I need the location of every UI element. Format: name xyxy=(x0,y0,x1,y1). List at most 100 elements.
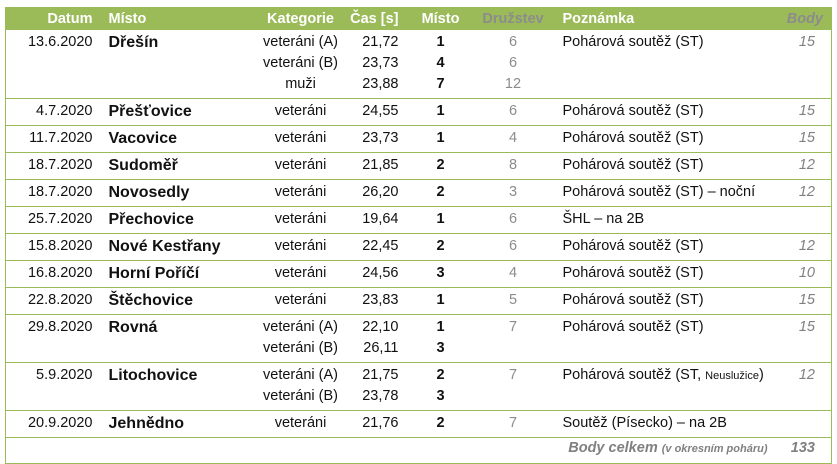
time: 26,20 xyxy=(362,184,399,200)
place: Horní Poříčí xyxy=(108,265,200,282)
category: veteráni xyxy=(274,103,327,119)
header-place: Místo xyxy=(100,7,236,30)
note: Pohárová soutěž (ST) xyxy=(562,319,704,335)
time-cell: 24,55 xyxy=(345,98,406,126)
time: 23,73 xyxy=(362,55,399,71)
category: veteráni xyxy=(274,265,327,281)
place: Rovná xyxy=(108,319,158,336)
category: veteráni (B) xyxy=(263,388,338,404)
note: Pohárová soutěž (ST, xyxy=(562,367,706,383)
time-cell: 22,45 xyxy=(345,233,406,261)
header-teams: Družstev xyxy=(475,7,551,30)
teams: 4 xyxy=(508,130,518,146)
points: 15 xyxy=(798,292,815,308)
points: 12 xyxy=(798,184,815,200)
time: 21,76 xyxy=(362,415,399,431)
rank-cell: 1 xyxy=(405,287,476,315)
teams-cell: 6 6 12 xyxy=(475,30,551,99)
date: 29.8.2020 xyxy=(27,319,93,335)
points: 15 xyxy=(798,34,815,50)
category-cell: veteráni xyxy=(235,233,346,261)
rank: 1 xyxy=(436,130,445,146)
time-cell: 26,20 xyxy=(345,179,406,207)
time: 22,45 xyxy=(362,238,399,254)
rank-cell: 3 xyxy=(405,260,476,288)
note: Pohárová soutěž (ST) xyxy=(562,238,704,254)
time-cell: 22,10 26,11 xyxy=(345,314,406,363)
rank: 1 xyxy=(436,34,445,50)
category-cell: veteráni (A) veteráni (B) xyxy=(235,314,346,363)
teams-cell: 6 xyxy=(475,206,551,234)
place: Vacovice xyxy=(108,130,178,147)
category: veteráni xyxy=(274,184,327,200)
rank-cell: 1 xyxy=(405,98,476,126)
teams: 8 xyxy=(508,157,518,173)
rank: 2 xyxy=(436,415,445,431)
category-cell: veteráni (A) veteráni (B) xyxy=(235,362,346,411)
rank: 3 xyxy=(436,388,445,404)
teams: 6 xyxy=(508,55,518,71)
time: 21,85 xyxy=(362,157,399,173)
rank-cell: 2 xyxy=(405,410,476,438)
teams-cell: 5 xyxy=(475,287,551,315)
time-cell: 24,56 xyxy=(345,260,406,288)
rank: 7 xyxy=(436,76,445,92)
table-row: 4.7.2020 Přešťovice veteráni 24,55 1 6 Pohárov… xyxy=(5,98,832,126)
note: Pohárová soutěž (ST) xyxy=(562,130,704,146)
table-row: 25.7.2020 Přechovice veteráni 19,64 1 6 ŠHL – … xyxy=(5,206,832,234)
category: veteráni (A) xyxy=(263,34,338,50)
points: 10 xyxy=(798,265,815,281)
teams-cell: 6 xyxy=(475,233,551,261)
rank: 2 xyxy=(436,157,445,173)
rank-cell: 2 xyxy=(405,233,476,261)
place: Sudoměř xyxy=(108,157,178,174)
category: veteráni (A) xyxy=(263,319,338,335)
teams: 6 xyxy=(508,103,518,119)
time-cell: 23,83 xyxy=(345,287,406,315)
header-time: Čas [s] xyxy=(345,7,406,30)
header-row: Datum Místo Kategorie Čas [s] Místo Druž… xyxy=(5,7,832,30)
date: 16.8.2020 xyxy=(27,265,93,281)
points: 12 xyxy=(798,157,815,173)
time-cell: 19,64 xyxy=(345,206,406,234)
category: veteráni xyxy=(274,157,327,173)
time: 24,55 xyxy=(362,103,399,119)
time-cell: 21,75 23,78 xyxy=(345,362,406,411)
category-cell: veteráni xyxy=(235,260,346,288)
table-row: 29.8.2020 Rovná veteráni (A) veteráni (B) 22… xyxy=(5,314,832,363)
date: 18.7.2020 xyxy=(27,157,93,173)
teams: 6 xyxy=(508,238,518,254)
header-rank: Místo xyxy=(405,7,476,30)
note: Pohárová soutěž (ST) xyxy=(562,157,704,173)
header-category: Kategorie xyxy=(235,7,346,30)
rank: 1 xyxy=(436,103,445,119)
note: Soutěž (Písecko) – na 2B xyxy=(562,415,727,431)
table-row: 16.8.2020 Horní Poříčí veteráni 24,56 3 4 Pohá… xyxy=(5,260,832,288)
teams: 7 xyxy=(508,319,518,335)
teams: 7 xyxy=(508,367,518,383)
time-cell: 21,85 xyxy=(345,152,406,180)
teams-cell: 6 xyxy=(475,98,551,126)
date: 11.7.2020 xyxy=(29,130,93,146)
place: Přešťovice xyxy=(108,103,192,120)
date: 20.9.2020 xyxy=(27,415,93,431)
points: 15 xyxy=(798,130,815,146)
place: Dřešín xyxy=(108,34,159,51)
category: veteráni (B) xyxy=(263,340,338,356)
category-cell: veteráni xyxy=(235,98,346,126)
header-note: Poznámka xyxy=(550,7,776,30)
points: 12 xyxy=(798,367,815,383)
teams: 7 xyxy=(508,415,518,431)
category-cell: veteráni (A) veteráni (B) muži xyxy=(235,30,346,99)
category: veteráni (B) xyxy=(263,55,338,71)
note: Pohárová soutěž (ST) xyxy=(562,292,704,308)
date: 22.8.2020 xyxy=(27,292,93,308)
time: 23,78 xyxy=(362,388,399,404)
category: veteráni xyxy=(274,130,327,146)
teams-cell: 7 xyxy=(475,410,551,438)
table-row: 13.6.2020 Dřešín veteráni (A) veteráni (B) m… xyxy=(5,30,832,99)
date: 5.9.2020 xyxy=(36,367,93,383)
date: 25.7.2020 xyxy=(27,211,93,227)
